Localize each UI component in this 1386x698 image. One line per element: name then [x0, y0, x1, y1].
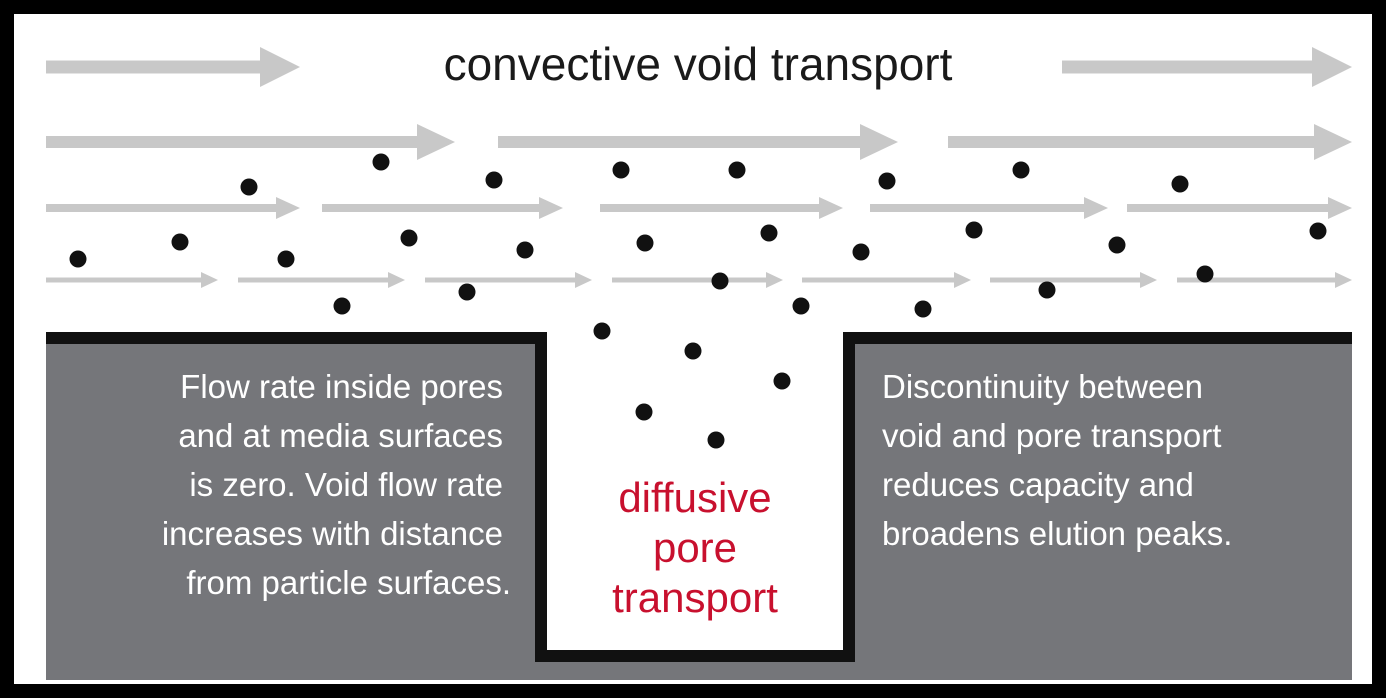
particle-dot — [1171, 175, 1189, 193]
left-text-line: is zero. Void flow rate — [189, 466, 503, 503]
right-text-line: void and pore transport — [882, 417, 1221, 454]
particles — [69, 153, 1327, 449]
flow-arrow — [1177, 272, 1352, 288]
flow-arrow — [870, 197, 1108, 219]
particle-dot — [1108, 236, 1126, 254]
flow-arrow — [46, 272, 218, 288]
flow-arrow — [990, 272, 1157, 288]
flow-arrow — [46, 47, 300, 87]
particle-dot — [277, 250, 295, 268]
particle-dot — [171, 233, 189, 251]
pore-outline — [46, 332, 1352, 662]
particle-dot — [760, 224, 778, 242]
right-description: Discontinuity between void and pore tran… — [882, 368, 1232, 552]
flow-arrow — [612, 272, 783, 288]
left-text-line: increases with distance — [162, 515, 503, 552]
flow-arrow — [498, 124, 898, 160]
left-text-line: Flow rate inside pores — [180, 368, 503, 405]
particle-dot — [1196, 265, 1214, 283]
flow-arrow — [46, 197, 300, 219]
particle-dot — [1012, 161, 1030, 179]
particle-dot — [635, 403, 653, 421]
center-label-line-2: pore — [653, 524, 737, 571]
particle-dot — [240, 178, 258, 196]
particle-dot — [636, 234, 654, 252]
particle-dot — [593, 322, 611, 340]
particle-dot — [711, 272, 729, 290]
title-convective-void-transport: convective void transport — [444, 38, 953, 90]
particle-dot — [1309, 222, 1327, 240]
center-label-line-3: transport — [612, 574, 778, 621]
particle-dot — [1038, 281, 1056, 299]
flow-arrow — [238, 272, 405, 288]
particle-dot — [612, 161, 630, 179]
left-description: Flow rate inside pores and at media surf… — [162, 368, 511, 601]
flow-arrow — [1062, 47, 1352, 87]
particle-dot — [69, 250, 87, 268]
particle-dot — [516, 241, 534, 259]
flow-arrow — [1127, 197, 1352, 219]
particle-dot — [400, 229, 418, 247]
flow-arrow — [425, 272, 592, 288]
flow-arrow — [322, 197, 563, 219]
particle-dot — [914, 300, 932, 318]
flow-arrow — [948, 124, 1352, 160]
left-text-line: from particle surfaces. — [186, 564, 511, 601]
particle-dot — [707, 431, 725, 449]
flow-arrow — [46, 124, 455, 160]
flow-arrow — [600, 197, 843, 219]
particle-dot — [372, 153, 390, 171]
media-block — [46, 332, 1352, 680]
right-text-line: broadens elution peaks. — [882, 515, 1232, 552]
particle-dot — [485, 171, 503, 189]
right-text-line: reduces capacity and — [882, 466, 1194, 503]
particle-dot — [684, 342, 702, 360]
right-text-line: Discontinuity between — [882, 368, 1203, 405]
left-text-line: and at media surfaces — [178, 417, 503, 454]
particle-dot — [792, 297, 810, 315]
center-label-line-1: diffusive — [618, 474, 771, 521]
particle-dot — [333, 297, 351, 315]
particle-dot — [965, 221, 983, 239]
particle-dot — [773, 372, 791, 390]
particle-dot — [728, 161, 746, 179]
particle-dot — [878, 172, 896, 190]
particle-dot — [458, 283, 476, 301]
flow-arrow — [802, 272, 971, 288]
flow-arrows — [46, 47, 1352, 288]
particle-dot — [852, 243, 870, 261]
